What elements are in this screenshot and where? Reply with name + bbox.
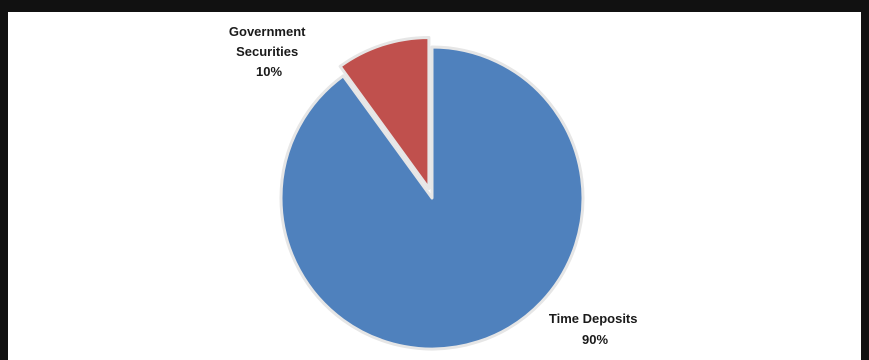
slice-label-government-securities-line1: Government (229, 24, 306, 39)
slice-percent-government-securities: 10% (256, 64, 282, 79)
slice-label-government-securities-line2: Securities (236, 44, 298, 59)
slice-label-government-securities: Government Securities 10% (229, 24, 309, 79)
pie-slice-government-securities (338, 35, 431, 190)
slice-label-time-deposits: Time Deposits 90% (549, 311, 641, 347)
pie-slice-time-deposits (279, 45, 585, 351)
pie-slices (279, 35, 585, 351)
slice-label-time-deposits-name: Time Deposits (549, 311, 638, 326)
slice-percent-time-deposits: 90% (582, 332, 608, 347)
